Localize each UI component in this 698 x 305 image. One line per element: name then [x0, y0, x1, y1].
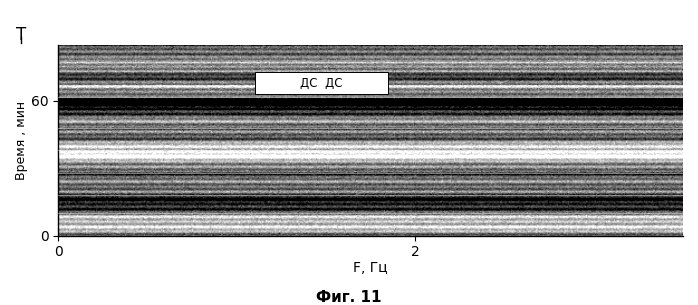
Y-axis label: Время , мин: Время , мин — [15, 101, 28, 180]
X-axis label: F, Гц: F, Гц — [353, 261, 388, 275]
Text: Т: Т — [15, 26, 26, 44]
Bar — [255, 72, 388, 94]
Text: Фиг. 11: Фиг. 11 — [316, 290, 382, 305]
Text: ДС  ДС: ДС ДС — [300, 77, 343, 90]
